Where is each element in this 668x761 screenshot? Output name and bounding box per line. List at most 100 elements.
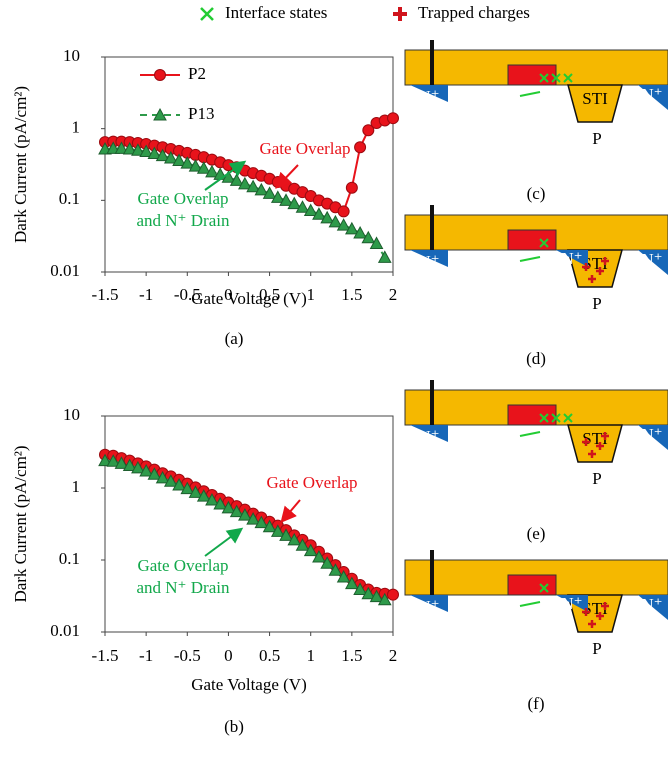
data-point [196, 489, 211, 502]
data-point [295, 538, 310, 551]
data-point [377, 592, 392, 606]
data-point [205, 164, 219, 178]
sti-label: STI [582, 89, 608, 108]
n-plus-label: N⁺ [418, 597, 439, 616]
x-tick-label: 2 [389, 646, 398, 665]
sti [567, 424, 623, 463]
data-point [155, 470, 170, 484]
data-point [229, 504, 244, 518]
data-point [345, 576, 359, 590]
region-label: N CIS [431, 477, 474, 496]
data-point [147, 146, 162, 160]
trapped-charge [588, 275, 596, 283]
data-point [172, 477, 186, 491]
data-point [114, 141, 129, 154]
n-plus-left [410, 595, 448, 612]
y-tick-label: 1 [72, 477, 81, 496]
gate [507, 404, 557, 426]
data-point [345, 221, 359, 235]
data-point [139, 144, 153, 158]
y-tick-label: 1 [72, 118, 81, 137]
x-tick-label: -1 [139, 285, 153, 304]
data-point [205, 493, 219, 506]
data-point [328, 563, 343, 576]
x-axis-label: Gate Voltage (V) [191, 289, 307, 308]
device-diagram: N⁺ STI N⁺N CIS P(e) [404, 380, 668, 543]
region-label: N CIS [431, 302, 474, 321]
n-plus-right [638, 595, 668, 620]
data-point [279, 528, 293, 541]
trapped-charge [582, 263, 590, 271]
annotation-arrow [275, 164, 299, 189]
data-point [320, 556, 335, 569]
gate [507, 229, 557, 251]
data-point [270, 524, 285, 537]
y-tick-label: 0.01 [50, 621, 80, 640]
n-plus-left [410, 250, 448, 267]
n-plus-label: N⁺ [418, 87, 439, 106]
diagram-caption: (f) [528, 694, 545, 713]
carrier-arrow [519, 431, 541, 437]
annotation-arrow [204, 160, 247, 191]
data-point [287, 532, 302, 546]
data-point [106, 454, 121, 467]
device-diagram: N⁺ STI N⁺ N CIS P (c) [404, 40, 668, 203]
x-tick-label: -1.5 [92, 646, 119, 665]
data-point [354, 141, 367, 154]
interface-state [539, 583, 549, 593]
data-point [254, 515, 269, 529]
x-tick-label: -1.5 [92, 285, 119, 304]
y-tick-label: 0.1 [59, 549, 80, 568]
data-point [180, 156, 195, 169]
data-point [345, 181, 358, 194]
interface-state [539, 413, 549, 423]
chart-caption: (b) [224, 717, 244, 736]
data-point [387, 112, 399, 125]
data-point [122, 458, 137, 472]
annotation: and N⁺ Drain [136, 578, 230, 597]
data-point [238, 508, 252, 521]
legend-label: P2 [188, 64, 206, 83]
data-point [377, 250, 392, 263]
device-diagram: N⁺ STI N⁺N⁺N CIS P(d) [404, 205, 668, 368]
trapped-charge [596, 267, 604, 275]
x-tick-label: 0.5 [259, 646, 280, 665]
data-point [361, 230, 376, 244]
n-plus-label: N⁺ [561, 594, 582, 613]
n-plus-label: N⁺ [641, 85, 662, 104]
legend-label: Trapped charges [418, 3, 530, 22]
data-point [131, 143, 145, 156]
interface-state [539, 73, 549, 83]
data-point [262, 186, 277, 199]
y-tick-label: 10 [63, 405, 80, 424]
data-point [353, 582, 367, 595]
trapped-charge [601, 602, 609, 610]
data-point [246, 512, 260, 525]
y-tick-label: 10 [63, 46, 80, 65]
data-point [270, 190, 285, 203]
diagram-caption: (c) [527, 184, 546, 203]
legend-symbol [200, 7, 214, 21]
n-plus-right [638, 85, 668, 110]
x-tick-label: 1.5 [341, 285, 362, 304]
diagram-caption: (d) [526, 349, 546, 368]
data-point [287, 196, 302, 210]
y-tick-label: 0.1 [59, 189, 80, 208]
data-point [312, 207, 326, 220]
data-point [336, 569, 351, 583]
annotation-arrow [280, 499, 301, 524]
legend-symbol [393, 7, 407, 21]
n-plus-right [638, 250, 668, 275]
interface-state [563, 413, 573, 423]
trapped-charge [582, 438, 590, 446]
data-point [172, 153, 186, 166]
x-tick-label: 0.5 [259, 285, 280, 304]
x-tick-label: -1 [139, 646, 153, 665]
chart-caption: (a) [225, 329, 244, 348]
annotation: Gate Overlap [137, 556, 228, 575]
annotation-arrow [204, 527, 244, 557]
data-point [155, 148, 170, 162]
data-point [295, 200, 310, 213]
n-plus-drain [556, 250, 588, 267]
data-point [153, 107, 167, 121]
